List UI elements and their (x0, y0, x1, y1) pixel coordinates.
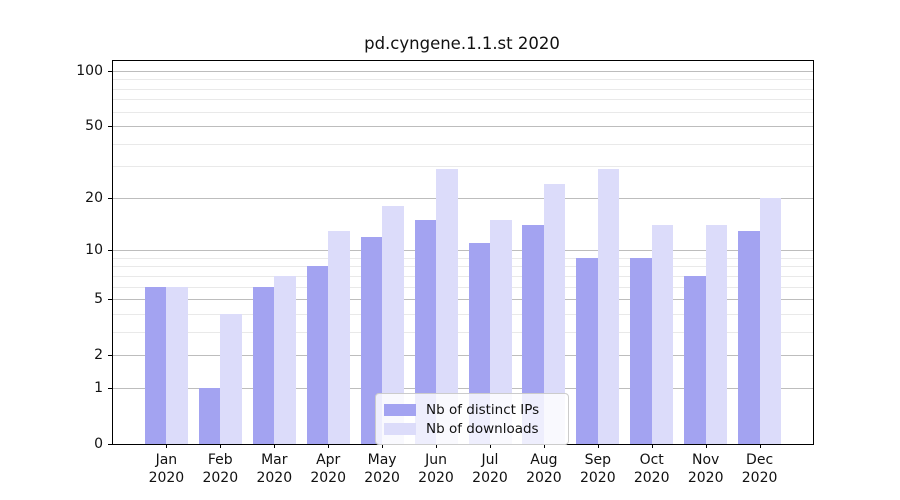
x-tick-mark-mar-2020 (274, 444, 276, 448)
y-tick-mark-20 (108, 197, 112, 199)
y-tick-label-5: 5 (94, 291, 103, 308)
gridline-minor-30 (113, 166, 813, 168)
bar-nb-of-downloads-feb-2020 (220, 313, 242, 444)
bar-nb-of-distinct-ips-oct-2020 (630, 257, 652, 444)
gridline-minor-3 (113, 331, 813, 333)
x-tick-mark-oct-2020 (651, 444, 653, 448)
gridline-minor-90 (113, 79, 813, 81)
gridline-major-10 (113, 250, 813, 252)
y-tick-mark-10 (108, 250, 112, 252)
bar-nb-of-downloads-sep-2020 (597, 169, 620, 444)
chart-title: pd.cyngene.1.1.st 2020 (364, 34, 560, 53)
y-tick-mark-100 (108, 70, 112, 72)
x-tick-label-sep-2020: Sep 2020 (579, 452, 616, 486)
bar-nb-of-downloads-dec-2020 (759, 197, 782, 444)
gridline-major-1 (113, 387, 813, 389)
legend-item-downloads: Nb of downloads (384, 420, 560, 437)
y-tick-mark-50 (108, 126, 112, 127)
y-tick-label-1: 1 (94, 379, 103, 396)
legend-label-distinct-ips: Nb of distinct IPs (426, 401, 540, 418)
bar-nb-of-distinct-ips-dec-2020 (738, 230, 760, 444)
bar-nb-of-distinct-ips-jan-2020 (144, 286, 167, 444)
x-tick-label-jul-2020: Jul 2020 (472, 452, 508, 486)
gridline-minor-80 (113, 88, 813, 90)
y-tick-label-10: 10 (85, 242, 103, 259)
x-tick-label-aug-2020: Aug 2020 (526, 452, 562, 486)
y-tick-mark-2 (108, 355, 112, 357)
y-tick-label-50: 50 (85, 118, 103, 134)
gridline-minor-60 (113, 111, 813, 113)
gridline-major-50 (113, 126, 813, 127)
gridline-minor-70 (113, 99, 813, 101)
legend: Nb of distinct IPs Nb of downloads (375, 393, 569, 445)
y-tick-label-0: 0 (94, 436, 103, 452)
gridline-major-20 (113, 197, 813, 199)
gridline-minor-4 (113, 313, 813, 315)
y-tick-mark-5 (108, 299, 112, 301)
plot-area: Nb of distinct IPs Nb of downloads 0 1 2 5 1… (76, 60, 814, 486)
x-tick-mark-apr-2020 (328, 444, 330, 448)
bar-nb-of-downloads-aug-2020 (543, 183, 566, 444)
x-tick-mark-dec-2020 (759, 444, 761, 448)
x-tick-label-oct-2020: Oct 2020 (633, 452, 670, 486)
x-tick-mark-sep-2020 (597, 444, 599, 448)
x-tick-label-may-2020: May 2020 (364, 452, 400, 486)
gridline-minor-9 (113, 257, 813, 259)
bar-nb-of-downloads-may-2020 (382, 205, 404, 444)
y-tick-mark-1 (108, 387, 112, 389)
x-tick-mark-aug-2020 (543, 444, 545, 448)
bar-nb-of-downloads-oct-2020 (651, 225, 674, 444)
legend-swatch-downloads (384, 422, 416, 435)
bar-nb-of-downloads-jun-2020 (436, 169, 458, 444)
bar-nb-of-distinct-ips-may-2020 (360, 236, 383, 444)
bar-nb-of-downloads-nov-2020 (705, 225, 728, 444)
y-tick-label-100: 100 (76, 62, 103, 79)
x-tick-mark-jan-2020 (166, 444, 168, 448)
bar-nb-of-downloads-apr-2020 (328, 230, 350, 444)
y-tick-label-2: 2 (94, 347, 103, 364)
gridline-major-100 (113, 70, 813, 72)
x-tick-mark-jul-2020 (490, 444, 491, 448)
x-tick-label-feb-2020: Feb 2020 (202, 452, 239, 486)
x-tick-mark-jun-2020 (436, 444, 437, 448)
gridline-minor-40 (113, 143, 813, 145)
gridline-minor-6 (113, 286, 813, 288)
x-tick-label-nov-2020: Nov 2020 (687, 452, 724, 486)
x-tick-label-apr-2020: Apr 2020 (310, 452, 346, 486)
gridline-minor-7 (113, 275, 813, 277)
legend-swatch-distinct-ips (384, 403, 416, 416)
gridline-major-2 (113, 355, 813, 357)
x-tick-label-jun-2020: Jun 2020 (418, 452, 454, 486)
bar-nb-of-downloads-mar-2020 (274, 275, 296, 444)
gridline-minor-8 (113, 266, 813, 268)
bar-nb-of-distinct-ips-feb-2020 (198, 387, 221, 444)
x-tick-mark-nov-2020 (705, 444, 707, 448)
bar-nb-of-downloads-jan-2020 (166, 286, 188, 444)
bar-nb-of-downloads-jul-2020 (490, 219, 512, 444)
x-tick-mark-feb-2020 (220, 444, 222, 448)
legend-label-downloads: Nb of downloads (426, 420, 539, 437)
bar-nb-of-distinct-ips-nov-2020 (684, 275, 706, 444)
bar-nb-of-distinct-ips-jun-2020 (414, 219, 436, 444)
x-tick-label-dec-2020: Dec 2020 (741, 452, 778, 486)
x-tick-label-mar-2020: Mar 2020 (256, 452, 293, 486)
bar-nb-of-distinct-ips-sep-2020 (576, 257, 598, 444)
x-tick-mark-may-2020 (382, 444, 384, 448)
bar-nb-of-distinct-ips-apr-2020 (306, 266, 329, 444)
y-tick-label-20: 20 (85, 189, 103, 206)
bar-nb-of-distinct-ips-aug-2020 (522, 225, 544, 444)
x-tick-label-jan-2020: Jan 2020 (148, 452, 185, 486)
bar-nb-of-distinct-ips-mar-2020 (252, 286, 275, 444)
y-tick-mark-0 (108, 444, 112, 445)
gridline-major-5 (113, 299, 813, 301)
legend-item-distinct-ips: Nb of distinct IPs (384, 401, 560, 418)
